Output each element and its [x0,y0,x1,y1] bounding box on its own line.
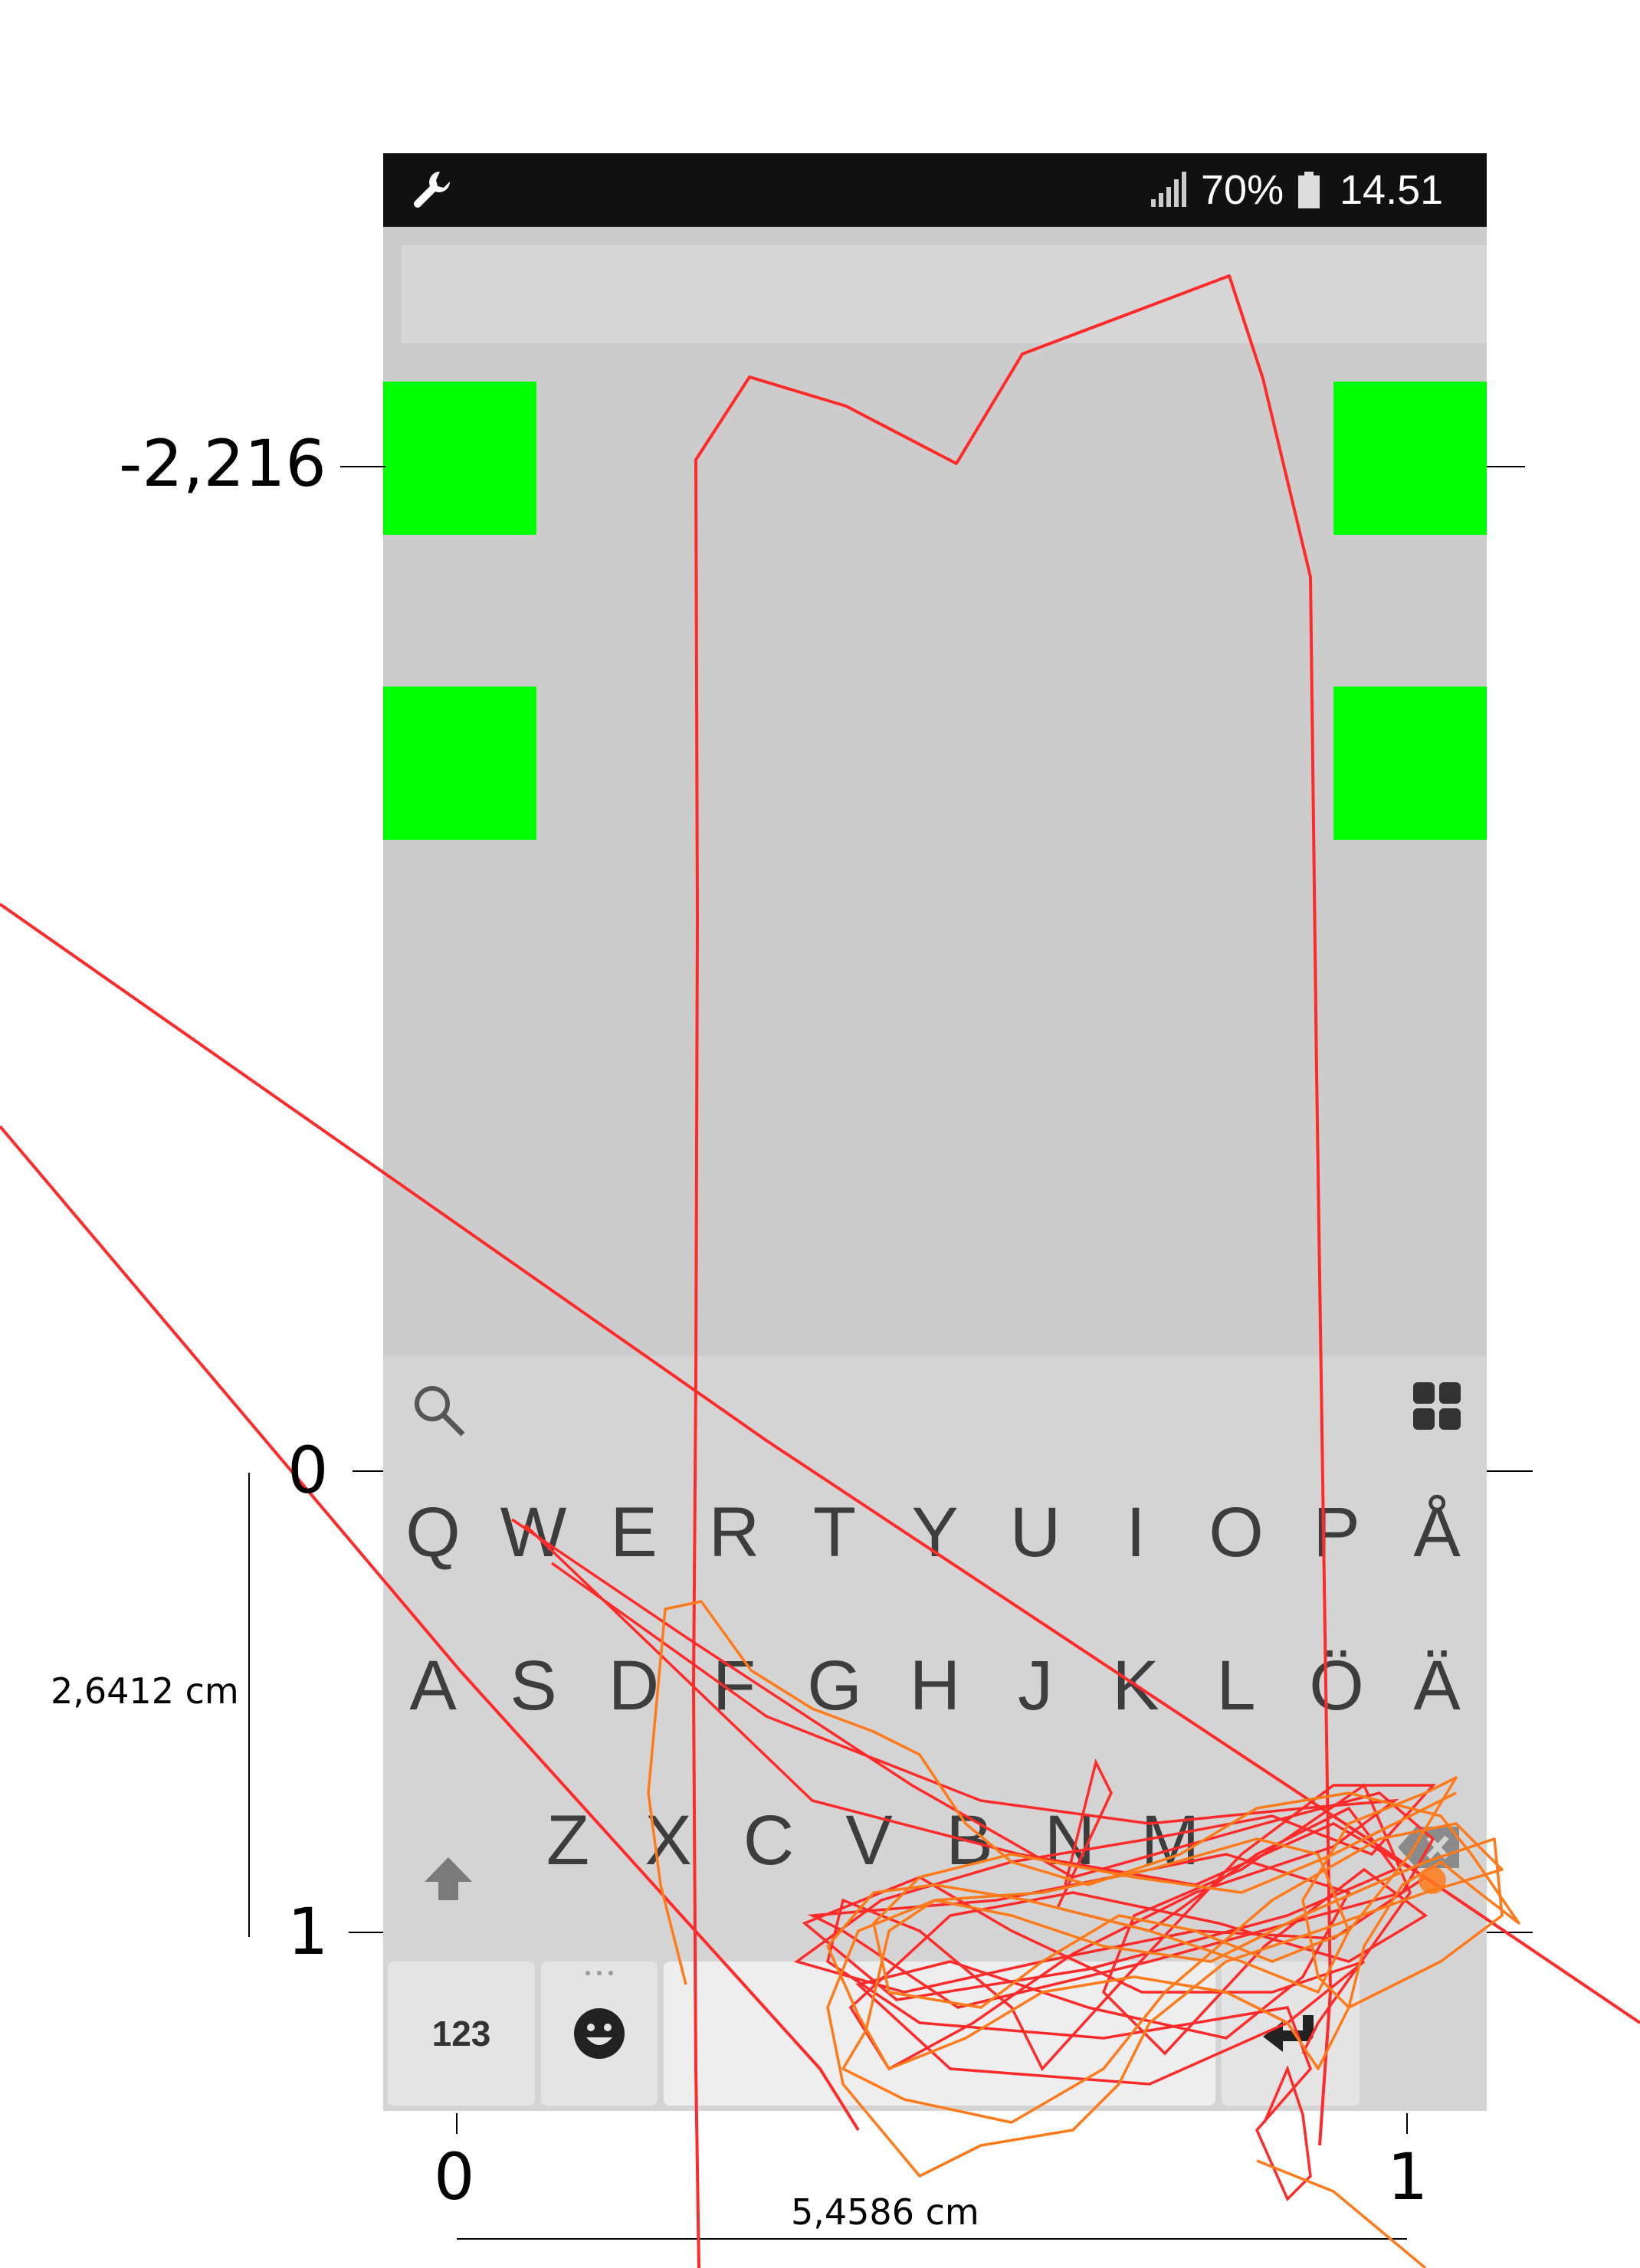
key-g[interactable]: G [807,1647,862,1725]
target-bottom-left[interactable] [383,687,536,840]
red-trace-main [692,274,1332,2268]
key-i[interactable]: I [1126,1493,1146,1572]
target-top-left[interactable] [383,382,536,535]
key-e[interactable]: E [610,1493,658,1572]
y-zero-label: 0 [287,1433,329,1508]
key-t[interactable]: T [812,1493,857,1572]
status-clock: 14.51 [1340,167,1444,213]
key-y[interactable]: Y [911,1493,959,1572]
width-measure-label: 5,4586 cm [791,2191,979,2233]
x-zero-label: 0 [434,2139,475,2214]
y-one-label: 1 [287,1894,329,1969]
key-j[interactable]: J [1018,1647,1053,1725]
search-icon[interactable] [408,1379,469,1440]
key-h[interactable]: H [909,1647,961,1725]
orange-trace-1 [647,1600,1520,2178]
y-top-label: -2,216 [119,426,326,501]
wrench-icon [414,172,450,208]
orange-trace-2 [1256,2159,1427,2268]
key-o-umlaut[interactable]: Ö [1309,1647,1364,1725]
target-top-right[interactable] [1333,382,1487,535]
target-bottom-right[interactable] [1333,687,1487,840]
key-l[interactable]: L [1216,1647,1256,1725]
enter-arrow-icon [1263,2015,1314,2052]
x-one-label: 1 [1387,2139,1428,2214]
red-trace-diagonal-1 [0,903,1640,2024]
height-measure-label: 2,6412 cm [51,1670,239,1712]
smiley-icon [574,2008,625,2059]
key-c[interactable]: C [743,1801,795,1880]
key-p[interactable]: P [1313,1493,1360,1572]
key-s[interactable]: S [510,1647,557,1725]
red-trace-scribble-2 [523,1523,1436,2202]
battery-icon [1298,172,1320,208]
key-q[interactable]: Q [405,1493,461,1572]
key-a-umlaut[interactable]: Ä [1413,1647,1461,1725]
signal-bars-icon [1151,172,1186,207]
key-d[interactable]: D [608,1647,660,1725]
emoji-key[interactable] [541,1962,658,2106]
key-x[interactable]: X [645,1801,692,1880]
key-z[interactable]: Z [546,1801,590,1880]
key-a[interactable]: A [409,1647,457,1725]
phone-screen: 70% 14.51 Q W E R T Y U I O P Å [383,153,1487,2111]
shift-arrow-icon[interactable] [421,1853,475,1906]
red-trace-diagonal-2 [0,1125,860,2132]
trace-end-marker [1419,1867,1446,1894]
dots-icon [585,1971,613,1975]
grid-icon[interactable] [1410,1379,1464,1433]
battery-percent: 70% [1201,167,1284,213]
numbers-key[interactable]: 123 [388,1962,535,2106]
status-bar: 70% 14.51 [383,153,1487,227]
top-bar [402,245,1487,343]
key-a-ring[interactable]: Å [1413,1493,1461,1572]
key-u[interactable]: U [1009,1493,1061,1572]
red-trace-scribble-3 [550,1562,1428,2071]
keyboard: Q W E R T Y U I O P Å A S D F G H J K L … [383,1356,1487,2111]
key-o[interactable]: O [1209,1493,1264,1572]
key-r[interactable]: R [708,1493,760,1572]
